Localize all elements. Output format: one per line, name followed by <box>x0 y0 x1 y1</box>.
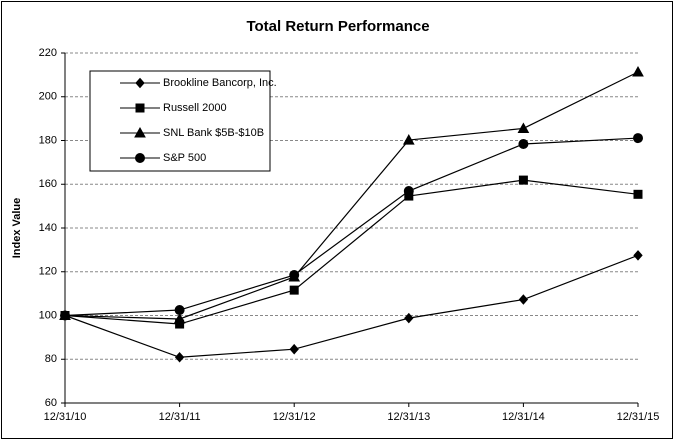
data-point <box>633 189 643 199</box>
legend-marker <box>134 126 146 138</box>
data-point <box>633 133 643 144</box>
series-line <box>64 179 639 325</box>
data-point <box>633 250 643 261</box>
series-line <box>64 71 639 320</box>
data-point <box>403 186 414 197</box>
data-point <box>518 175 528 185</box>
x-tick-label: 12/31/15 <box>617 411 660 423</box>
data-point <box>174 305 185 316</box>
x-tick-label: 12/31/11 <box>159 411 201 423</box>
data-point <box>60 310 70 321</box>
x-tick-label: 12/31/13 <box>387 411 430 423</box>
x-tick-label: 12/31/10 <box>44 411 87 423</box>
series-line <box>64 254 639 358</box>
data-point <box>402 134 415 145</box>
x-tick-label: 12/31/14 <box>502 411 545 423</box>
y-tick-label: 120 <box>39 266 57 278</box>
data-point <box>518 294 529 305</box>
legend-label: S&P 500 <box>163 152 206 164</box>
legend-label: SNL Bank $5B-$10B <box>163 127 264 139</box>
y-tick-label: 220 <box>39 47 57 59</box>
y-tick-label: 140 <box>39 222 57 234</box>
y-tick-label: 100 <box>39 309 57 321</box>
legend-label: Brookline Bancorp, Inc. <box>163 77 277 89</box>
y-tick-label: 60 <box>45 397 57 409</box>
data-point <box>404 312 414 324</box>
series-line <box>64 137 639 317</box>
x-tick-label: 12/31/12 <box>273 411 316 423</box>
data-point <box>173 312 186 324</box>
data-point <box>518 139 529 149</box>
data-point <box>289 343 299 355</box>
data-point <box>632 66 644 77</box>
data-point <box>289 270 300 281</box>
data-point <box>289 285 299 295</box>
chart-title: Total Return Performance <box>246 18 429 35</box>
y-tick-label: 180 <box>39 134 57 146</box>
y-axis-label: Index Value <box>11 198 23 259</box>
legend-marker <box>135 153 145 163</box>
y-tick-label: 200 <box>39 91 57 103</box>
legend-label: Russell 2000 <box>163 102 227 114</box>
data-point <box>174 352 185 363</box>
y-tick-label: 80 <box>45 353 57 365</box>
legend-box <box>89 70 271 172</box>
y-tick-label: 160 <box>39 178 57 190</box>
data-point <box>517 122 530 133</box>
legend-marker <box>135 77 145 89</box>
legend-marker <box>135 103 145 113</box>
